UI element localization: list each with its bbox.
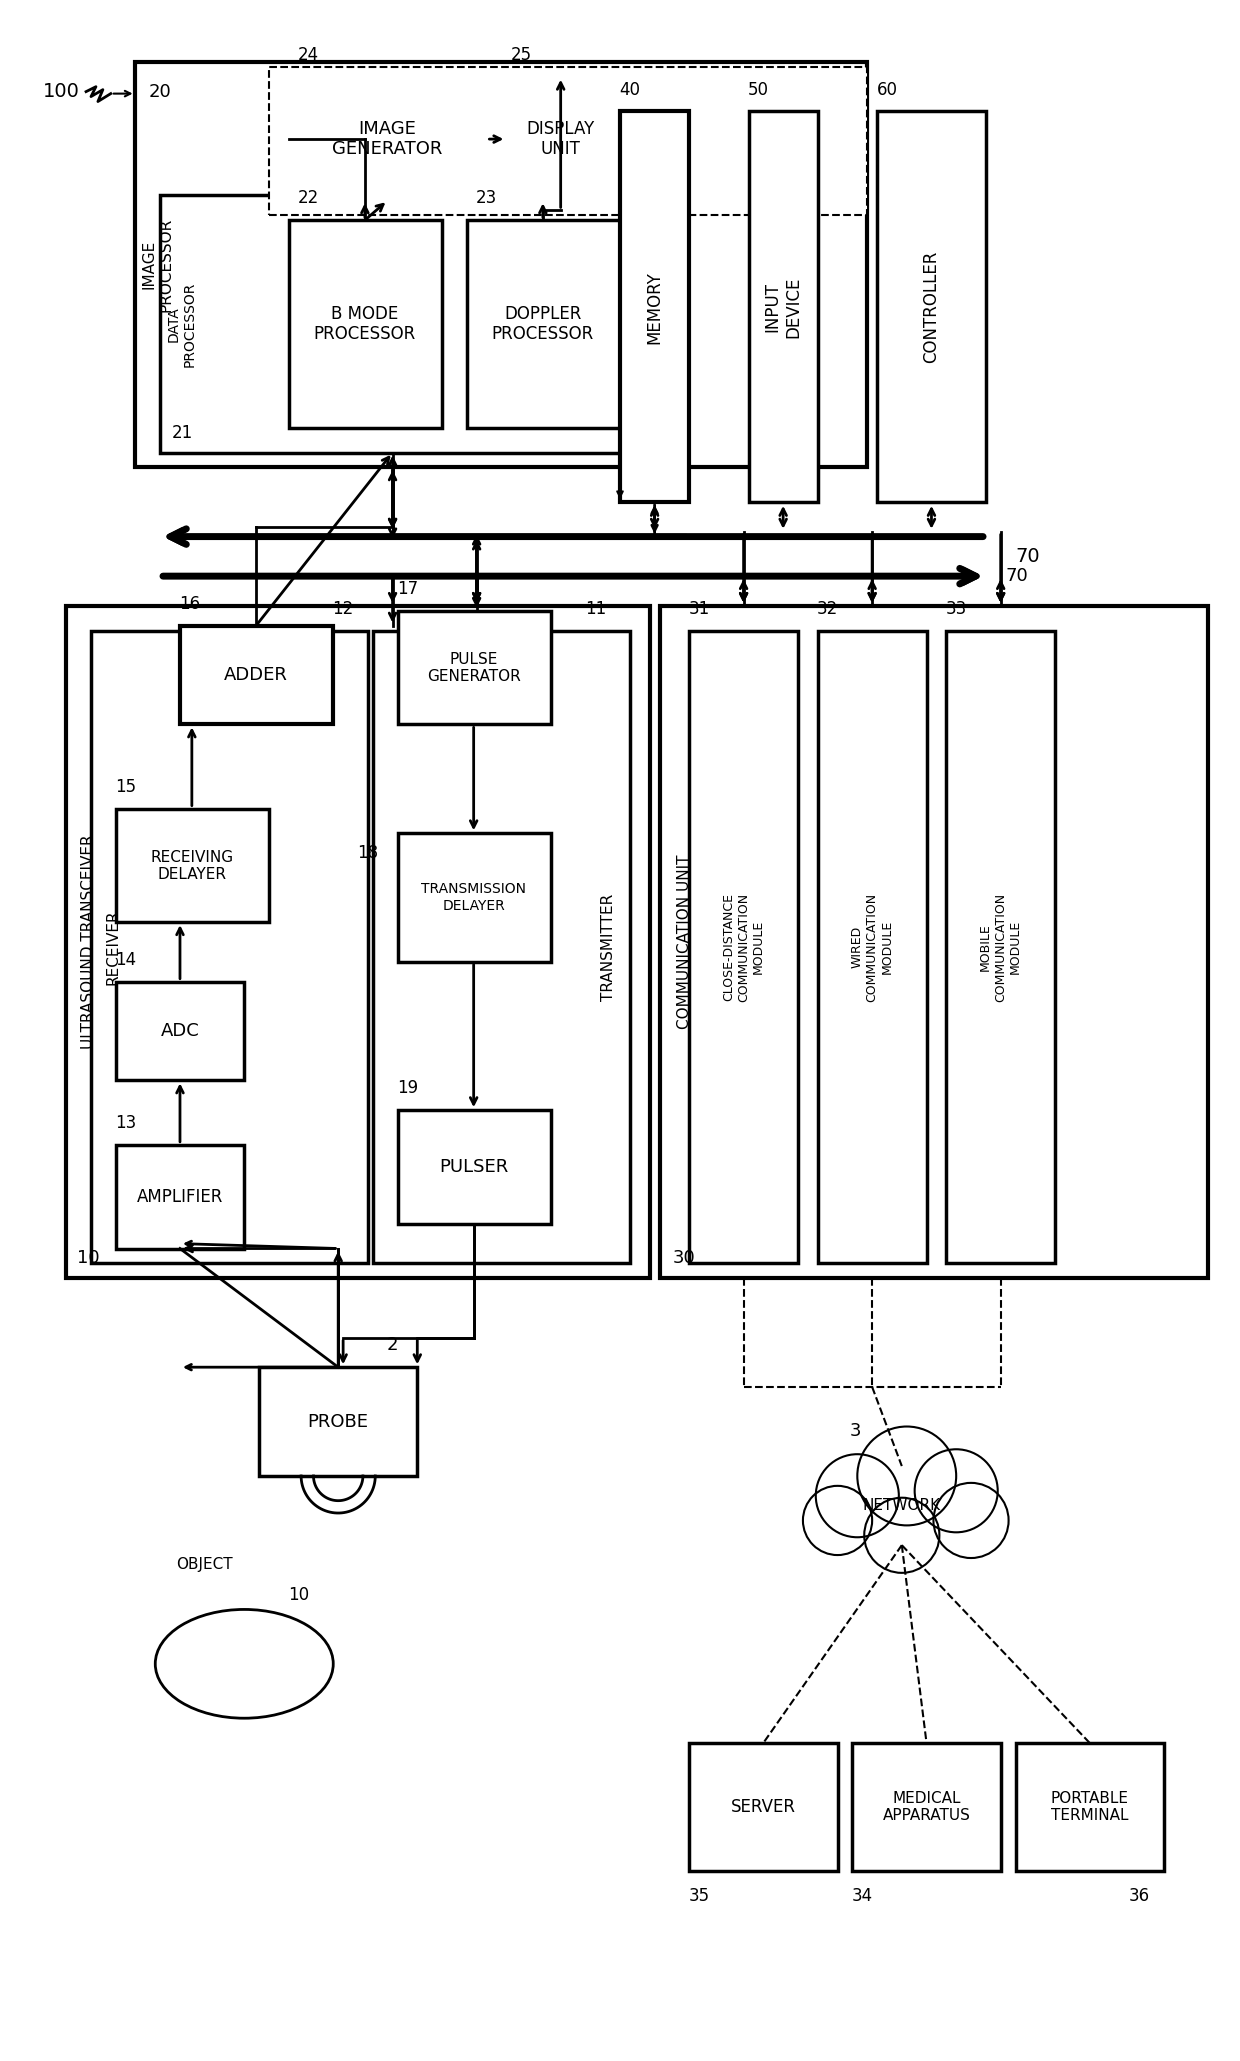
Text: 70: 70 xyxy=(1006,567,1028,585)
Text: 16: 16 xyxy=(180,596,201,612)
Text: 23: 23 xyxy=(476,190,497,208)
Text: 60: 60 xyxy=(877,80,898,99)
Bar xyxy=(135,62,867,468)
Text: 36: 36 xyxy=(1128,1888,1149,1904)
Text: 12: 12 xyxy=(332,600,353,618)
Text: B MODE
PROCESSOR: B MODE PROCESSOR xyxy=(314,305,415,344)
Text: 22: 22 xyxy=(298,190,319,208)
Text: INPUT
DEVICE: INPUT DEVICE xyxy=(764,276,802,338)
Text: 11: 11 xyxy=(584,600,606,618)
Text: 2: 2 xyxy=(387,1336,398,1354)
Text: 33: 33 xyxy=(946,600,967,618)
Text: 35: 35 xyxy=(688,1888,709,1904)
Text: 10: 10 xyxy=(77,1249,99,1268)
Bar xyxy=(817,631,926,1263)
Text: PULSE
GENERATOR: PULSE GENERATOR xyxy=(427,651,521,684)
Text: CONTROLLER: CONTROLLER xyxy=(923,251,940,363)
Text: SERVER: SERVER xyxy=(730,1797,796,1816)
Bar xyxy=(620,111,689,503)
Circle shape xyxy=(804,1486,872,1556)
Bar xyxy=(373,631,630,1263)
Circle shape xyxy=(934,1482,1008,1558)
Bar xyxy=(877,111,986,503)
Text: TRANSMISSION
DELAYER: TRANSMISSION DELAYER xyxy=(422,882,526,913)
Bar xyxy=(289,76,486,200)
Text: COMMUNICATION UNIT: COMMUNICATION UNIT xyxy=(677,855,692,1028)
Bar xyxy=(398,833,551,962)
Bar xyxy=(115,808,269,921)
Text: RECEIVER: RECEIVER xyxy=(105,909,120,985)
Text: 15: 15 xyxy=(115,777,136,796)
Text: NETWORK: NETWORK xyxy=(863,1498,941,1513)
Text: 34: 34 xyxy=(852,1888,873,1904)
Bar xyxy=(66,606,650,1278)
Text: PORTABLE
TERMINAL: PORTABLE TERMINAL xyxy=(1050,1791,1128,1824)
Bar xyxy=(689,1744,837,1871)
Text: TRANSMITTER: TRANSMITTER xyxy=(600,892,615,1000)
Text: 30: 30 xyxy=(673,1249,696,1268)
Bar xyxy=(398,610,551,725)
Bar xyxy=(506,76,615,200)
Text: 18: 18 xyxy=(357,845,378,861)
Text: WIRED
COMMUNICATION
MODULE: WIRED COMMUNICATION MODULE xyxy=(851,892,894,1002)
Text: 32: 32 xyxy=(817,600,838,618)
Circle shape xyxy=(857,1426,956,1525)
Bar xyxy=(1016,1744,1164,1871)
Text: DATA
PROCESSOR: DATA PROCESSOR xyxy=(167,280,197,367)
Bar xyxy=(160,196,645,453)
Circle shape xyxy=(816,1455,899,1538)
Ellipse shape xyxy=(155,1610,334,1719)
Bar xyxy=(466,221,620,429)
Text: 40: 40 xyxy=(620,80,640,99)
Text: ADDER: ADDER xyxy=(224,666,288,684)
Bar xyxy=(660,606,1208,1278)
Text: ULTRASOUND TRANSCEIVER: ULTRASOUND TRANSCEIVER xyxy=(81,835,95,1049)
Text: CLOSE-DISTANCE
COMMUNICATION
MODULE: CLOSE-DISTANCE COMMUNICATION MODULE xyxy=(722,892,765,1002)
Text: 24: 24 xyxy=(298,45,319,64)
Text: 17: 17 xyxy=(397,579,418,598)
Text: 20: 20 xyxy=(149,82,171,101)
Text: DOPPLER
PROCESSOR: DOPPLER PROCESSOR xyxy=(492,305,594,344)
Text: 19: 19 xyxy=(397,1080,418,1096)
Bar xyxy=(946,631,1055,1263)
Text: OBJECT: OBJECT xyxy=(176,1558,233,1573)
Text: MEDICAL
APPARATUS: MEDICAL APPARATUS xyxy=(883,1791,971,1824)
Text: ADC: ADC xyxy=(161,1022,200,1041)
Text: MEMORY: MEMORY xyxy=(646,270,663,344)
Bar xyxy=(398,1111,551,1224)
Bar xyxy=(289,221,441,429)
Bar xyxy=(115,1144,244,1249)
Text: 70: 70 xyxy=(1016,546,1040,567)
Text: 50: 50 xyxy=(748,80,769,99)
Bar xyxy=(689,631,799,1263)
Text: 13: 13 xyxy=(115,1113,136,1131)
Bar xyxy=(269,66,867,214)
Text: 25: 25 xyxy=(511,45,532,64)
Text: 100: 100 xyxy=(43,82,79,101)
Text: 31: 31 xyxy=(688,600,709,618)
Bar xyxy=(180,627,334,725)
Bar xyxy=(115,981,244,1080)
Circle shape xyxy=(864,1498,940,1573)
Text: MOBILE
COMMUNICATION
MODULE: MOBILE COMMUNICATION MODULE xyxy=(980,892,1022,1002)
Text: AMPLIFIER: AMPLIFIER xyxy=(136,1187,223,1206)
Bar xyxy=(749,111,817,503)
Text: IMAGE
PROCESSOR: IMAGE PROCESSOR xyxy=(141,218,174,311)
Text: PROBE: PROBE xyxy=(308,1412,368,1430)
Bar xyxy=(852,1744,1001,1871)
Text: RECEIVING
DELAYER: RECEIVING DELAYER xyxy=(150,849,233,882)
Circle shape xyxy=(915,1449,998,1531)
Text: 21: 21 xyxy=(171,425,192,441)
Text: 3: 3 xyxy=(849,1422,861,1441)
Bar xyxy=(259,1366,418,1476)
Text: DISPLAY
UNIT: DISPLAY UNIT xyxy=(527,120,595,159)
Text: 10: 10 xyxy=(288,1585,309,1603)
Text: PULSER: PULSER xyxy=(439,1158,508,1177)
Bar xyxy=(91,631,368,1263)
Text: IMAGE
GENERATOR: IMAGE GENERATOR xyxy=(332,120,443,159)
Text: 14: 14 xyxy=(115,950,136,969)
